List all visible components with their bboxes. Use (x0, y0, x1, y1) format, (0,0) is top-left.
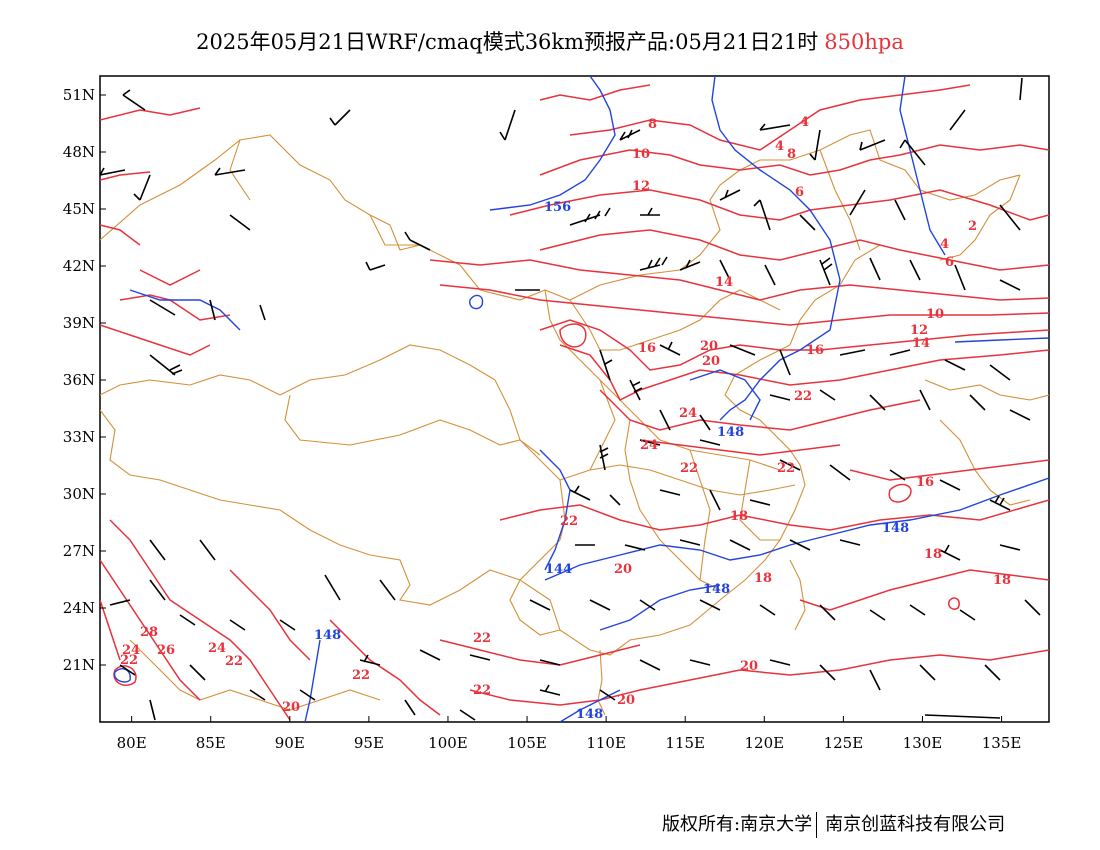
height-label: 148 (717, 425, 744, 440)
y-tick-label: 30N (63, 485, 95, 503)
y-tick-label: 51N (63, 86, 95, 104)
temp-label: 10 (632, 147, 650, 162)
temp-label: 22 (794, 389, 812, 404)
country-borders (100, 129, 1049, 716)
temp-label: 14 (912, 336, 930, 351)
x-tick-label: 80E (117, 734, 147, 752)
height-label: 148 (703, 582, 730, 597)
height-label: 144 (545, 562, 572, 577)
y-tick-label: 36N (63, 371, 95, 389)
temp-label: 12 (910, 323, 928, 338)
temp-label: 22 (560, 514, 578, 529)
x-tick-label: 130E (903, 734, 943, 752)
geopotential-labels: 156 148 148 148 144 148 148 (314, 200, 909, 722)
title-level: 850hpa (824, 30, 904, 54)
temp-label: 12 (632, 179, 650, 194)
x-tick-label: 100E (428, 734, 468, 752)
temperature-labels: 8 10 12 4 4 6 8 2 4 6 10 12 14 14 16 16 … (120, 115, 1011, 715)
x-tick-label: 90E (275, 734, 305, 752)
wind-barbs (100, 77, 1041, 721)
temp-label: 22 (473, 631, 491, 646)
height-label: 156 (544, 200, 571, 215)
chart-title: 2025年05月21日WRF/cmaq模式36km预报产品:05月21日21时 8… (0, 26, 1100, 56)
map-content: 8 10 12 4 4 6 8 2 4 6 10 12 14 14 16 16 … (100, 76, 1049, 722)
y-tick-label: 33N (63, 428, 95, 446)
x-tick-label: 135E (982, 734, 1022, 752)
height-label: 148 (314, 628, 341, 643)
temp-label: 8 (648, 117, 657, 132)
temp-label: 18 (993, 573, 1011, 588)
temp-label: 18 (730, 509, 748, 524)
x-tick-label: 125E (824, 734, 864, 752)
temp-label: 2 (968, 219, 977, 234)
temp-label: 4 (940, 237, 949, 252)
temp-label: 6 (945, 255, 954, 270)
temp-label: 22 (225, 654, 243, 669)
temp-label: 24 (640, 438, 658, 453)
footer-right: 南京创蓝科技有限公司 (825, 814, 1006, 835)
footer-separator (816, 812, 818, 838)
temp-label: 20 (282, 700, 300, 715)
temp-label: 18 (924, 547, 942, 562)
temp-label: 20 (617, 693, 635, 708)
temp-label: 20 (700, 339, 718, 354)
temp-label: 22 (120, 653, 138, 668)
temp-label: 26 (157, 643, 175, 658)
temp-label: 6 (795, 185, 804, 200)
temp-label: 4 (775, 139, 784, 154)
y-axis: 51N 48N 45N 42N 39N 36N 33N 30N 27N 24N 21N (63, 86, 106, 674)
x-tick-label: 115E (665, 734, 705, 752)
temp-label: 20 (614, 562, 632, 577)
temp-label: 20 (702, 354, 720, 369)
y-tick-label: 45N (63, 200, 95, 218)
x-axis: 80E 85E 90E 95E 100E 105E 110E 115E 120E 125E 130E… (117, 716, 1022, 752)
map-frame (99, 75, 1050, 723)
temp-label: 20 (740, 659, 758, 674)
temp-label: 22 (777, 461, 795, 476)
y-tick-label: 48N (63, 143, 95, 161)
temp-label: 16 (916, 475, 934, 490)
x-tick-label: 85E (196, 734, 226, 752)
x-tick-label: 105E (507, 734, 547, 752)
y-tick-label: 42N (63, 257, 95, 275)
y-tick-label: 24N (63, 599, 95, 617)
geopotential-contours (113, 76, 1049, 722)
y-tick-label: 21N (63, 656, 95, 674)
temp-label: 28 (140, 625, 158, 640)
x-tick-label: 120E (745, 734, 785, 752)
title-main: 2025年05月21日WRF/cmaq模式36km预报产品:05月21日21时 (196, 30, 819, 54)
temp-label: 14 (715, 275, 733, 290)
copyright-footer: 版权所有:南京大学 南京创蓝科技有限公司 (662, 810, 1005, 838)
temp-label: 24 (208, 641, 226, 656)
temp-label: 22 (352, 668, 370, 683)
temp-label: 16 (806, 343, 824, 358)
temp-label: 8 (787, 147, 796, 162)
temp-label: 22 (473, 683, 491, 698)
temp-label: 24 (679, 406, 697, 421)
temp-label: 16 (638, 341, 656, 356)
y-tick-label: 39N (63, 314, 95, 332)
temp-label: 24 (122, 643, 140, 658)
height-label: 148 (576, 707, 603, 722)
temp-label: 22 (680, 461, 698, 476)
temp-label: 4 (800, 115, 809, 130)
y-tick-label: 27N (63, 542, 95, 560)
temp-label: 18 (754, 571, 772, 586)
x-tick-label: 110E (586, 734, 626, 752)
x-tick-label: 95E (354, 734, 384, 752)
height-label: 148 (882, 521, 909, 536)
temp-label: 10 (926, 307, 944, 322)
footer-left: 版权所有:南京大学 (662, 814, 813, 835)
